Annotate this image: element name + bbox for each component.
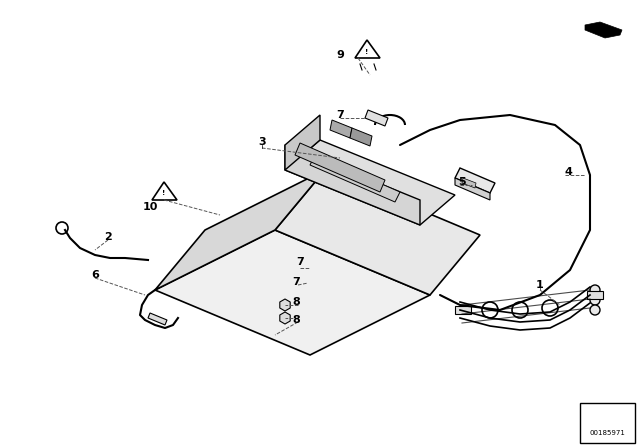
Polygon shape [330, 120, 352, 138]
Text: 8: 8 [292, 315, 300, 325]
Text: 9: 9 [336, 50, 344, 60]
Text: 2: 2 [104, 232, 112, 242]
Text: 4: 4 [564, 167, 572, 177]
Polygon shape [365, 110, 388, 126]
Polygon shape [155, 230, 430, 355]
Text: 7: 7 [336, 110, 344, 120]
Text: 5: 5 [458, 177, 466, 187]
Bar [587, 291, 603, 299]
Text: !: ! [163, 190, 166, 196]
Text: 6: 6 [91, 270, 99, 280]
Circle shape [590, 285, 600, 295]
Circle shape [303, 266, 307, 270]
Circle shape [590, 305, 600, 315]
Polygon shape [295, 143, 385, 192]
Text: 3: 3 [258, 137, 266, 147]
Polygon shape [275, 170, 480, 295]
Polygon shape [355, 40, 380, 58]
Polygon shape [462, 178, 476, 188]
Polygon shape [148, 313, 167, 325]
Circle shape [303, 253, 307, 257]
Bar [455, 306, 471, 314]
Polygon shape [285, 140, 455, 225]
Text: 00185971: 00185971 [589, 430, 625, 436]
Polygon shape [310, 155, 400, 202]
Polygon shape [285, 145, 420, 225]
Text: 8: 8 [292, 297, 300, 307]
Polygon shape [280, 312, 290, 324]
Polygon shape [155, 170, 325, 290]
Text: 10: 10 [142, 202, 157, 212]
Circle shape [300, 263, 310, 273]
Polygon shape [280, 299, 290, 311]
Text: 7: 7 [292, 277, 300, 287]
Polygon shape [285, 115, 320, 170]
Polygon shape [455, 168, 495, 193]
Circle shape [300, 250, 310, 260]
Text: !: ! [365, 49, 369, 55]
Polygon shape [585, 22, 622, 38]
Polygon shape [152, 182, 177, 200]
Polygon shape [455, 178, 490, 200]
Polygon shape [350, 128, 372, 146]
Text: 7: 7 [296, 257, 304, 267]
Text: 1: 1 [536, 280, 544, 290]
Circle shape [590, 295, 600, 305]
Bar [580, 403, 635, 443]
